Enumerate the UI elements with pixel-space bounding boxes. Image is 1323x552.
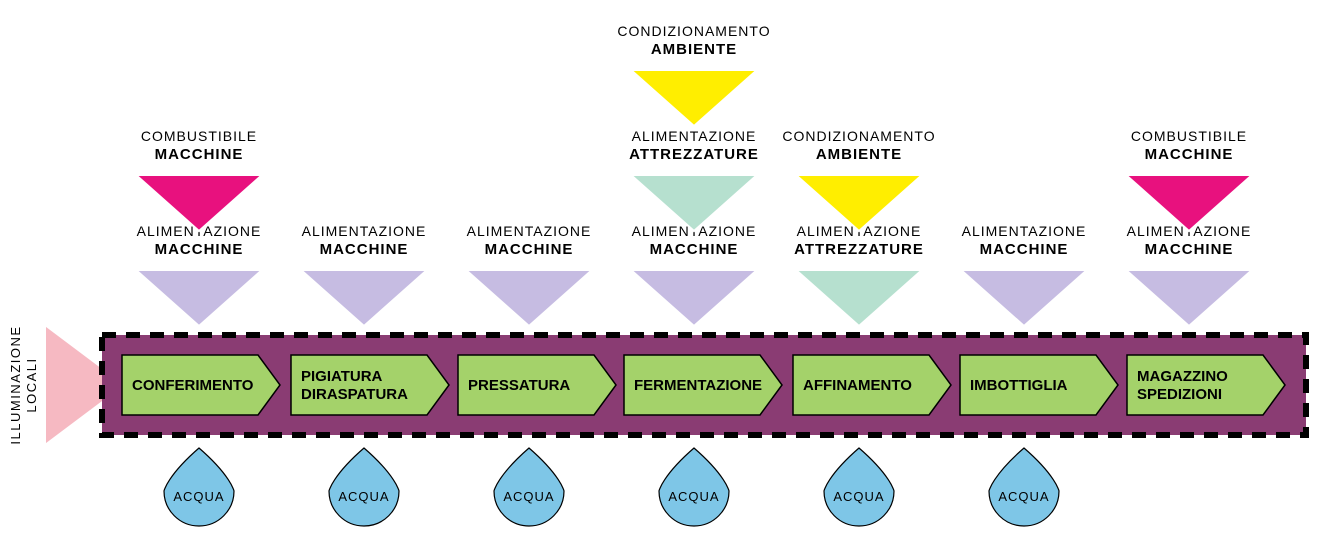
svg-text:LOCALI: LOCALI [24,357,39,412]
svg-text:ALIMENTAZIONE: ALIMENTAZIONE [962,223,1087,239]
svg-text:AMBIENTE: AMBIENTE [651,41,737,58]
svg-text:MACCHINE: MACCHINE [980,241,1069,258]
svg-text:COMBUSTIBILE: COMBUSTIBILE [1131,128,1247,144]
svg-text:MACCHINE: MACCHINE [320,241,409,258]
svg-text:MACCHINE: MACCHINE [1145,241,1234,258]
process-step-1: PIGIATURADIRASPATURA [291,355,449,415]
svg-text:ACQUA: ACQUA [503,489,554,504]
svg-text:AFFINAMENTO: AFFINAMENTO [803,377,912,394]
svg-text:ACQUA: ACQUA [338,489,389,504]
svg-text:ALIMENTAZIONE: ALIMENTAZIONE [302,223,427,239]
svg-text:ACQUA: ACQUA [173,489,224,504]
process-diagram: ILLUMINAZIONELOCALI CONFERIMENTO PIGIATURA… [0,0,1323,552]
svg-text:ATTREZZATURE: ATTREZZATURE [794,241,924,258]
svg-text:IMBOTTIGLIA: IMBOTTIGLIA [970,377,1068,394]
svg-text:MACCHINE: MACCHINE [485,241,574,258]
svg-text:MACCHINE: MACCHINE [650,241,739,258]
svg-text:ALIMENTAZIONE: ALIMENTAZIONE [467,223,592,239]
svg-text:MAGAZZINO: MAGAZZINO [1137,368,1228,385]
svg-text:CONDIZIONAMENTO: CONDIZIONAMENTO [617,23,770,39]
svg-text:ILLUMINAZIONE: ILLUMINAZIONE [8,325,23,444]
svg-text:ACQUA: ACQUA [998,489,1049,504]
process-step-4: AFFINAMENTO [793,355,951,415]
svg-text:AMBIENTE: AMBIENTE [816,146,902,163]
svg-text:DIRASPATURA: DIRASPATURA [301,386,408,403]
svg-text:ACQUA: ACQUA [668,489,719,504]
svg-text:PIGIATURA: PIGIATURA [301,368,383,385]
svg-text:COMBUSTIBILE: COMBUSTIBILE [141,128,257,144]
svg-text:CONFERIMENTO: CONFERIMENTO [132,377,254,394]
process-step-2: PRESSATURA [458,355,616,415]
svg-text:MACCHINE: MACCHINE [155,241,244,258]
svg-text:SPEDIZIONI: SPEDIZIONI [1137,386,1222,403]
process-step-6: MAGAZZINOSPEDIZIONI [1127,355,1285,415]
svg-text:ACQUA: ACQUA [833,489,884,504]
svg-text:CONDIZIONAMENTO: CONDIZIONAMENTO [782,128,935,144]
process-step-5: IMBOTTIGLIA [960,355,1118,415]
svg-text:MACCHINE: MACCHINE [1145,146,1234,163]
process-step-3: FERMENTAZIONE [624,355,782,415]
svg-text:MACCHINE: MACCHINE [155,146,244,163]
process-step-0: CONFERIMENTO [122,355,280,415]
svg-text:ATTREZZATURE: ATTREZZATURE [629,146,759,163]
svg-text:FERMENTAZIONE: FERMENTAZIONE [634,377,762,394]
svg-text:ALIMENTAZIONE: ALIMENTAZIONE [632,128,757,144]
svg-text:PRESSATURA: PRESSATURA [468,377,570,394]
